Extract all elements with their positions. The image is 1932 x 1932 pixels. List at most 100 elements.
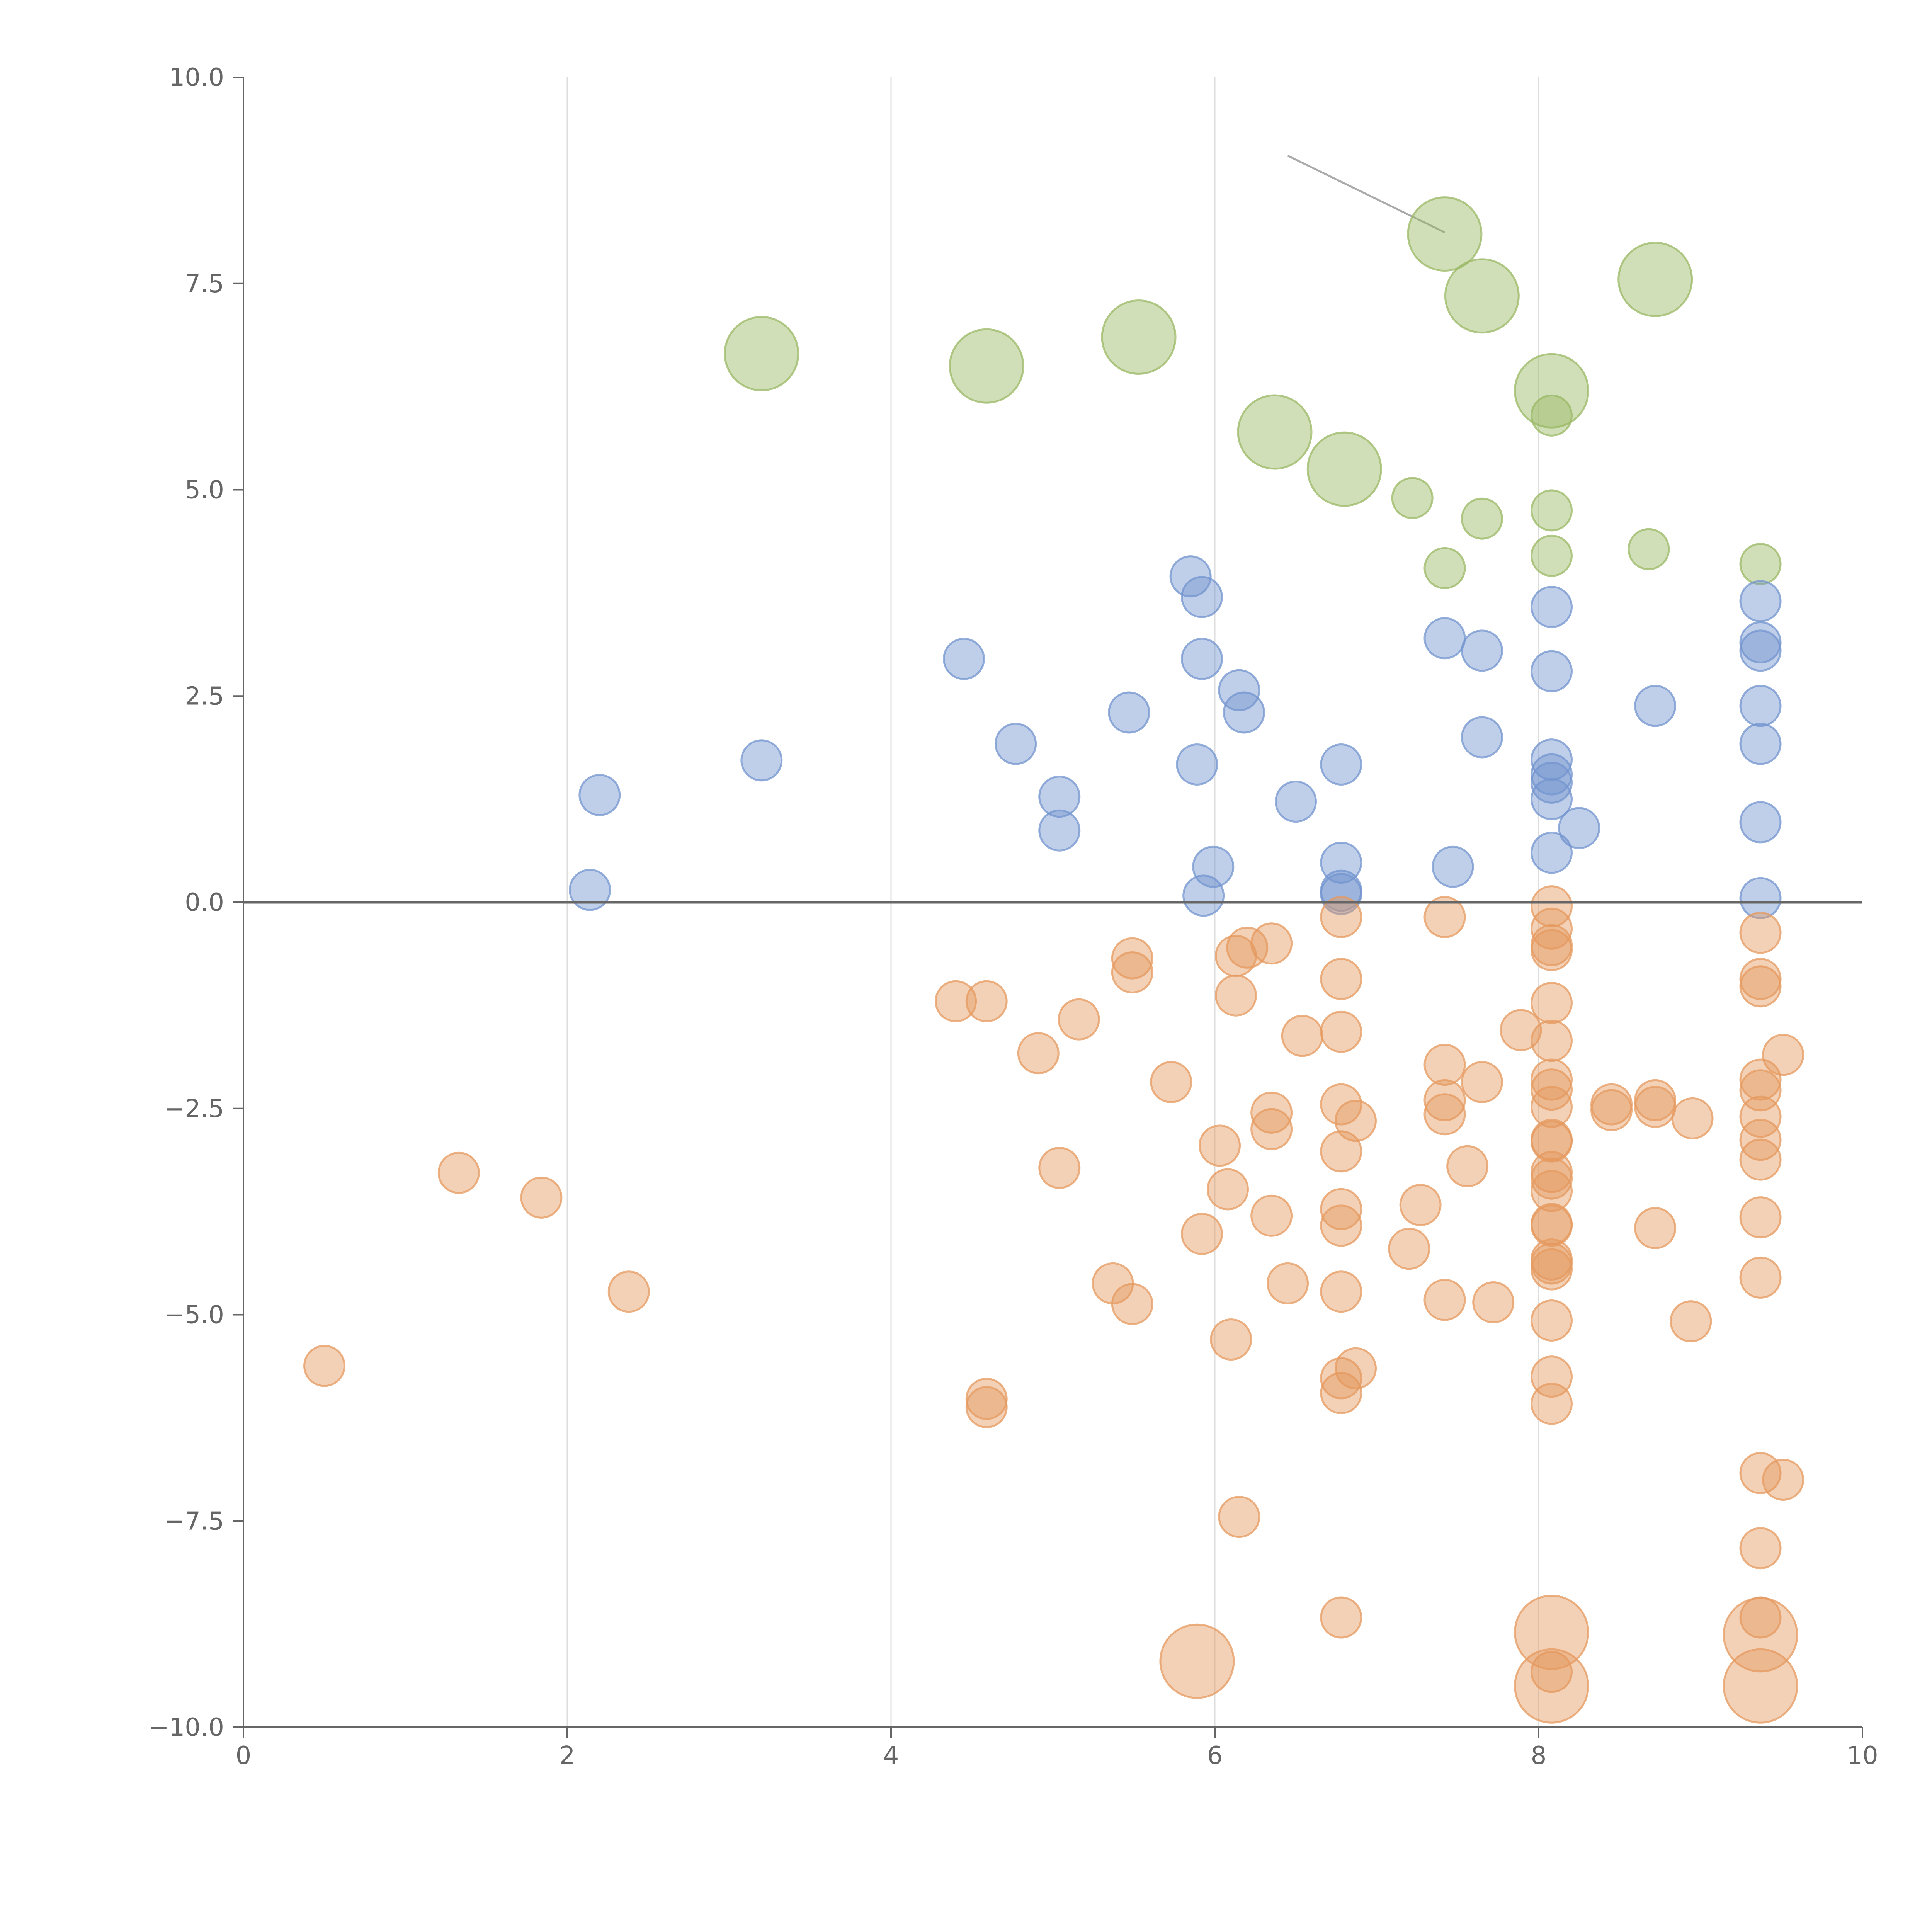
data-point bbox=[1531, 1383, 1573, 1425]
data-point bbox=[1180, 638, 1223, 680]
data-point bbox=[1335, 1347, 1377, 1389]
data-point bbox=[1446, 1145, 1489, 1187]
data-point bbox=[569, 869, 611, 911]
data-point bbox=[1281, 1015, 1323, 1057]
data-point bbox=[1108, 691, 1150, 734]
data-point bbox=[1739, 877, 1782, 919]
data-point bbox=[1739, 685, 1782, 727]
data-point bbox=[1762, 1034, 1804, 1076]
data-point bbox=[1214, 974, 1257, 1017]
x-axis-ticks: 0 2 4 6 8 10 bbox=[236, 1727, 1878, 1770]
data-point bbox=[1739, 1095, 1782, 1138]
data-point bbox=[1531, 1651, 1573, 1693]
data-point bbox=[1739, 1527, 1782, 1570]
data-point bbox=[1514, 1594, 1590, 1670]
data-point bbox=[1531, 929, 1573, 971]
data-point bbox=[1210, 1318, 1252, 1361]
data-point bbox=[1223, 691, 1265, 734]
data-point bbox=[1739, 801, 1782, 844]
data-point bbox=[1423, 896, 1466, 938]
x-tick-label: 0 bbox=[236, 1742, 252, 1770]
data-point bbox=[1531, 586, 1573, 628]
data-point bbox=[1111, 1283, 1153, 1325]
data-point bbox=[1320, 1010, 1362, 1053]
data-point bbox=[1531, 1204, 1573, 1247]
data-point bbox=[1111, 937, 1153, 980]
data-point bbox=[1320, 958, 1362, 1000]
data-point bbox=[1558, 807, 1600, 849]
data-point bbox=[1531, 778, 1573, 820]
data-point bbox=[1739, 1196, 1782, 1239]
data-point bbox=[1250, 922, 1293, 965]
data-point bbox=[1531, 761, 1573, 804]
y-tick-label: 5.0 bbox=[185, 476, 224, 505]
data-point bbox=[1423, 1044, 1466, 1086]
data-point bbox=[1531, 1170, 1573, 1212]
data-point bbox=[1461, 629, 1503, 672]
data-point bbox=[578, 774, 621, 816]
y-tick-label: 0.0 bbox=[185, 888, 224, 917]
data-point bbox=[1531, 981, 1573, 1024]
data-point bbox=[437, 1151, 480, 1194]
data-point bbox=[1250, 1108, 1293, 1150]
data-point bbox=[965, 980, 1008, 1022]
y-axis-ticks: 10.0 7.5 5.0 2.5 0.0 −2.5 −5.0 −7.5 −10.0 bbox=[148, 63, 243, 1742]
data-point bbox=[1250, 1091, 1293, 1134]
data-point bbox=[1320, 1083, 1362, 1126]
data-point bbox=[1335, 1100, 1377, 1142]
data-point bbox=[1531, 394, 1573, 437]
data-point bbox=[1017, 1032, 1060, 1075]
data-point bbox=[1058, 998, 1100, 1041]
data-point bbox=[1514, 1648, 1590, 1724]
data-point bbox=[1423, 1079, 1466, 1121]
y-tick-label: 2.5 bbox=[185, 682, 224, 711]
data-point bbox=[1038, 809, 1081, 852]
data-point bbox=[1531, 1157, 1573, 1200]
data-point bbox=[1634, 1207, 1677, 1249]
data-point bbox=[1461, 1061, 1503, 1103]
data-point bbox=[1739, 629, 1782, 672]
data-point bbox=[1423, 1279, 1466, 1321]
data-point bbox=[949, 328, 1024, 404]
data-point bbox=[1531, 650, 1573, 692]
data-point bbox=[1590, 1089, 1633, 1131]
y-tick-label: −7.5 bbox=[164, 1507, 224, 1536]
data-point bbox=[1180, 1213, 1223, 1255]
data-point bbox=[1320, 873, 1362, 915]
data-point bbox=[1320, 1204, 1362, 1247]
y-tick-label: 10.0 bbox=[169, 63, 224, 92]
data-point bbox=[943, 638, 985, 680]
data-point bbox=[1531, 1068, 1573, 1111]
data-point bbox=[1472, 1281, 1515, 1323]
data-point bbox=[1739, 912, 1782, 954]
data-point bbox=[965, 1386, 1008, 1429]
data-point bbox=[1423, 547, 1466, 589]
data-point bbox=[1739, 723, 1782, 765]
data-point bbox=[1617, 242, 1693, 317]
data-point bbox=[1739, 1256, 1782, 1299]
data-point bbox=[1739, 965, 1782, 1008]
data-point bbox=[1182, 874, 1225, 917]
data-point bbox=[1320, 743, 1362, 786]
data-point bbox=[607, 1270, 650, 1313]
x-tick-label: 8 bbox=[1531, 1742, 1547, 1770]
x-tick-label: 6 bbox=[1207, 1742, 1223, 1770]
data-point bbox=[1237, 394, 1313, 470]
data-point bbox=[1531, 534, 1573, 577]
data-point bbox=[1531, 1085, 1573, 1128]
data-point bbox=[1671, 1097, 1714, 1139]
data-point bbox=[1267, 1262, 1309, 1304]
data-point bbox=[1111, 951, 1153, 993]
data-point bbox=[1320, 896, 1362, 938]
data-point bbox=[1634, 1085, 1677, 1128]
data-point bbox=[1531, 1248, 1573, 1291]
y-tick-label: 7.5 bbox=[185, 270, 224, 298]
data-point bbox=[995, 723, 1037, 765]
data-point bbox=[520, 1176, 563, 1219]
data-point bbox=[1762, 1459, 1804, 1501]
data-point bbox=[1101, 299, 1177, 375]
data-point bbox=[1531, 1299, 1573, 1342]
data-point bbox=[1407, 196, 1483, 272]
data-point bbox=[1739, 543, 1782, 585]
